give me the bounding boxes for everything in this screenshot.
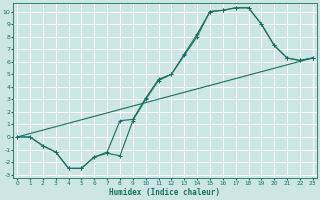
X-axis label: Humidex (Indice chaleur): Humidex (Indice chaleur) [109, 188, 220, 197]
